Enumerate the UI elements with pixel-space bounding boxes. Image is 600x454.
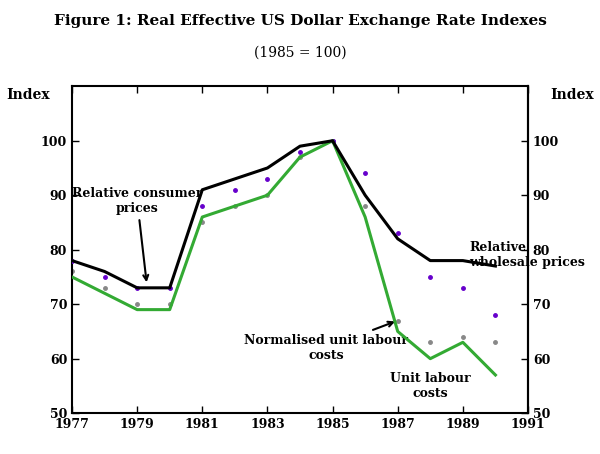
Text: Index: Index [6,89,50,102]
Text: Unit labour
costs: Unit labour costs [390,371,470,400]
Text: Normalised unit labour
costs: Normalised unit labour costs [244,322,408,362]
Text: (1985 = 100): (1985 = 100) [254,45,346,59]
Text: Relative
wholesale prices: Relative wholesale prices [469,241,585,269]
Text: Figure 1: Real Effective US Dollar Exchange Rate Indexes: Figure 1: Real Effective US Dollar Excha… [53,14,547,28]
Text: Relative consumer
prices: Relative consumer prices [72,187,202,280]
Text: Index: Index [550,89,594,102]
